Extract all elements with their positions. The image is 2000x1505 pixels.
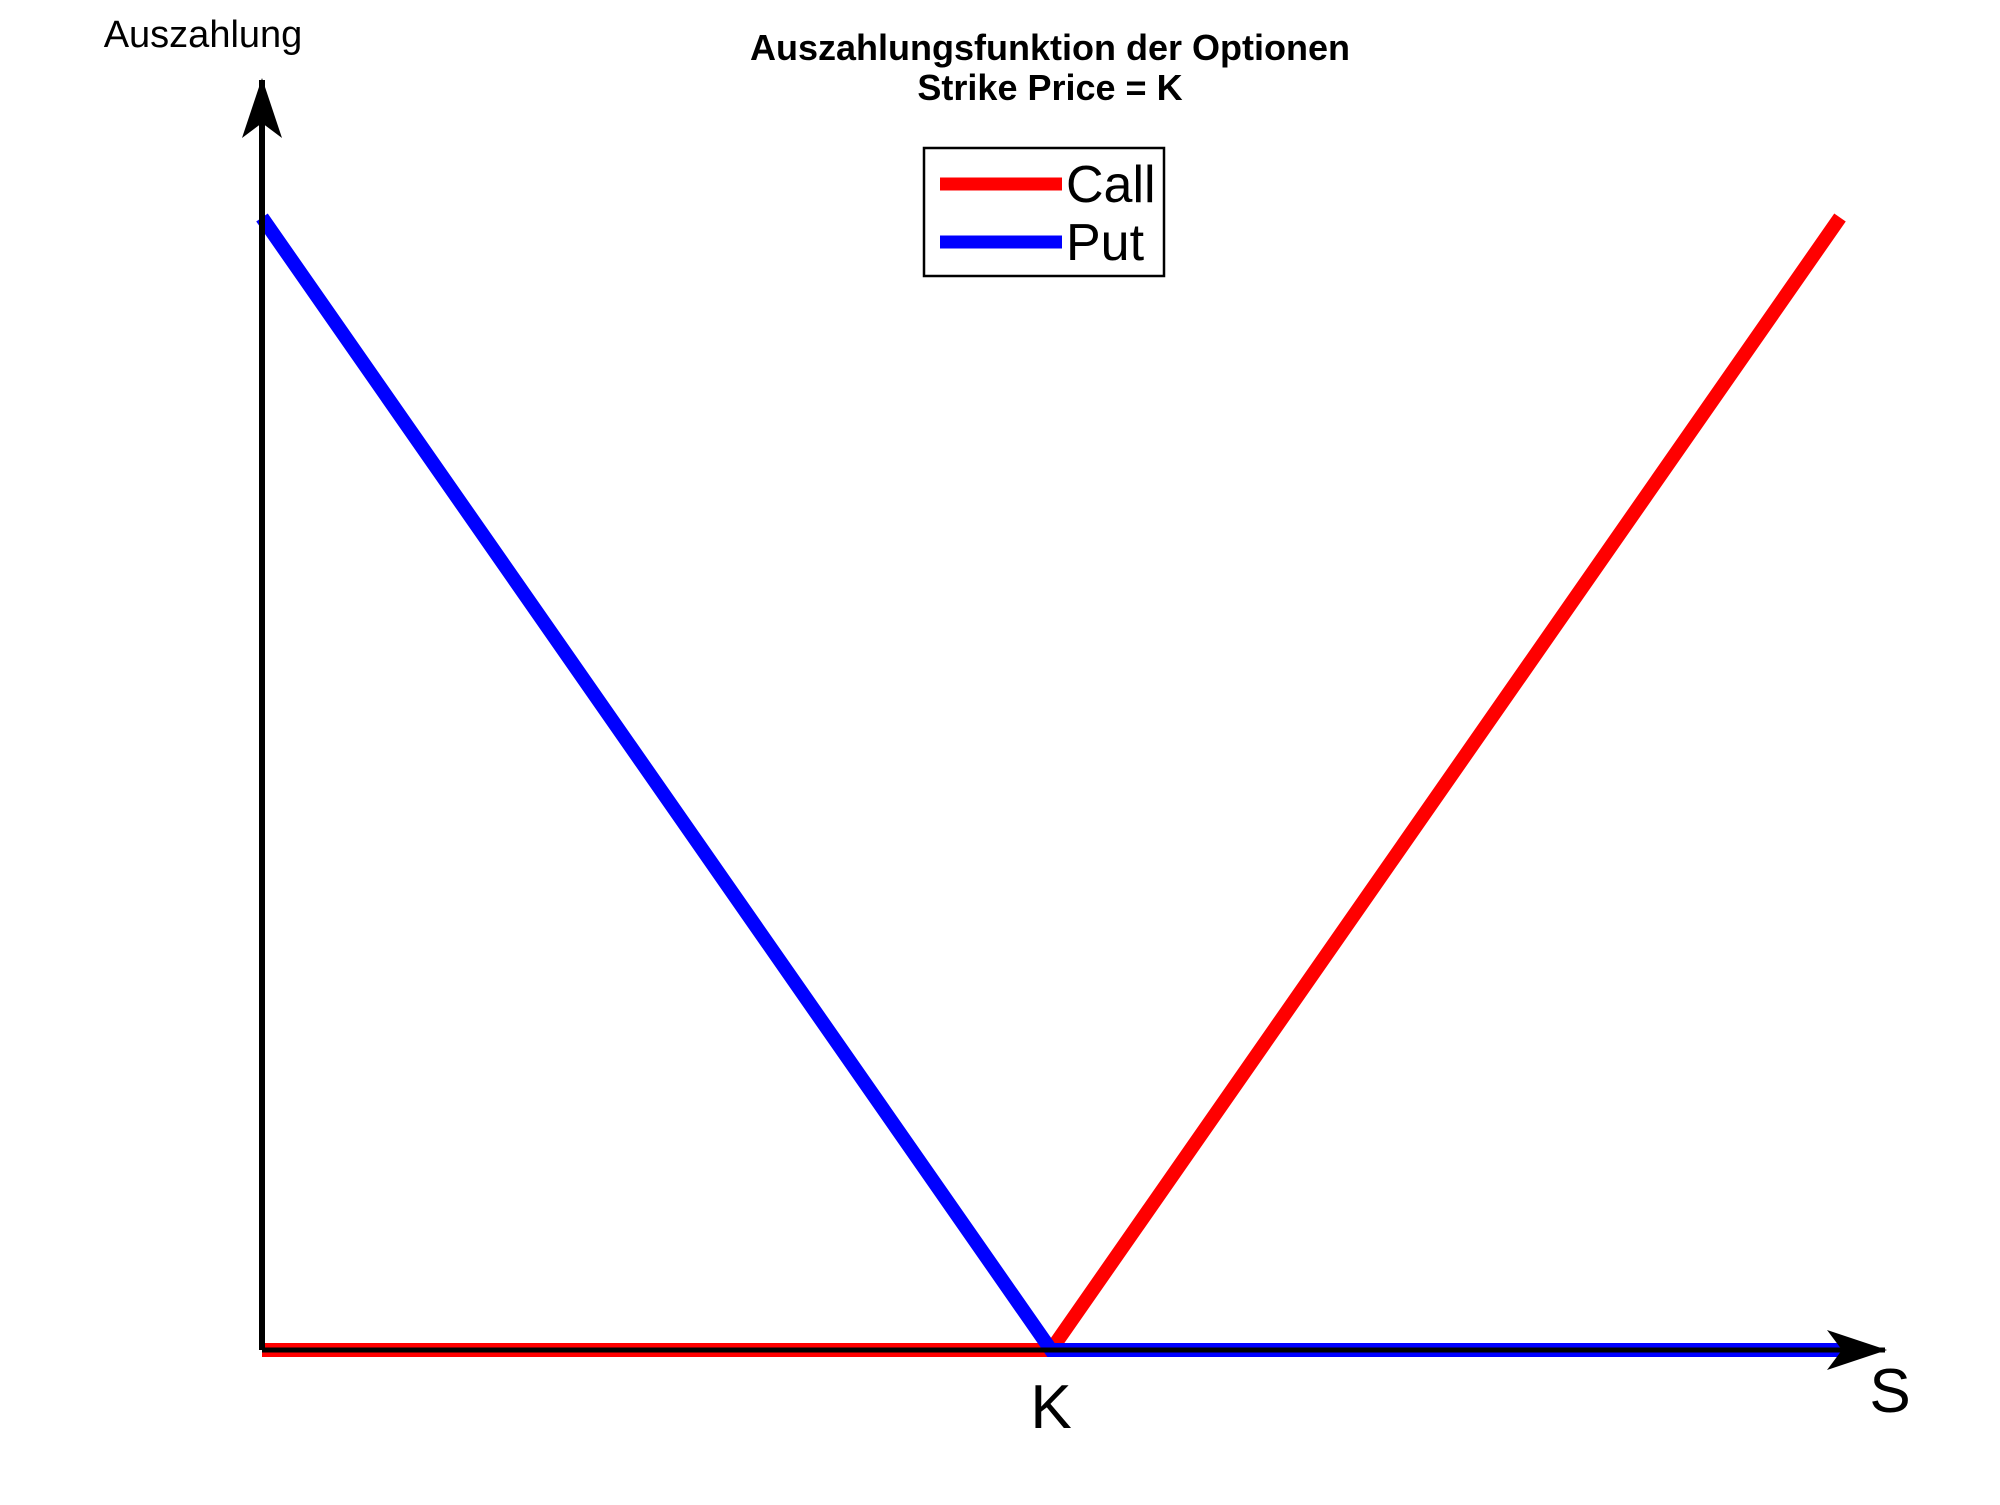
series-put-line: [256, 213, 1840, 1357]
legend-label-call: Call: [1066, 156, 1156, 214]
x-tick-label: K: [1030, 1373, 1071, 1442]
series-layer: [256, 213, 1846, 1357]
chart-subtitle: Strike Price = K: [917, 67, 1182, 108]
series-call-line: [262, 213, 1846, 1357]
tick-layer: K: [1030, 1373, 1071, 1442]
y-axis-label: Auszahlung: [104, 14, 303, 56]
legend-label-put: Put: [1066, 214, 1145, 272]
legend-box: [922, 146, 1166, 278]
chart-title: Auszahlungsfunktion der Optionen: [750, 27, 1350, 68]
x-axis-label: S: [1869, 1357, 1910, 1426]
